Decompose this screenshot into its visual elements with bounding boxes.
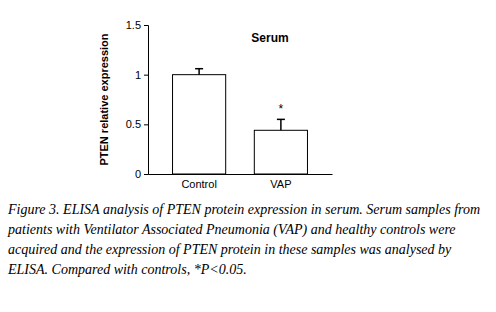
chart: 0 0.5 1 1.5 Control VAP Serum PTEN relative exp… <box>0 0 496 200</box>
annotation: * <box>279 102 284 116</box>
x-tick: Control <box>181 174 216 190</box>
x-axis-line <box>149 174 333 175</box>
y-tick-mark <box>144 174 148 175</box>
x-tick-label: Control <box>181 178 216 190</box>
title: Serum <box>251 31 288 45</box>
bar <box>254 130 307 174</box>
y-tick: 0 <box>135 168 148 180</box>
y-tick: 1.5 <box>126 19 148 31</box>
plot-area <box>173 69 308 174</box>
y-tick-label: 0.5 <box>126 118 141 130</box>
y-tick-label: 0 <box>135 168 141 180</box>
y-tick-label: 1.5 <box>126 19 141 31</box>
error-stem <box>280 119 282 130</box>
y-tick-mark <box>144 124 148 125</box>
error-bar <box>277 119 285 130</box>
x-tick: VAP <box>270 174 291 190</box>
y-axis-line <box>144 26 149 175</box>
y-tick: 1 <box>135 69 148 81</box>
caption: Figure 3. ELISA analysis of PTEN protein… <box>8 200 490 280</box>
y-tick-label: 1 <box>135 69 141 81</box>
error-bar <box>195 69 203 75</box>
error-cap <box>195 68 203 70</box>
x-axis: Control VAP <box>149 174 333 190</box>
y-tick-mark <box>144 25 148 26</box>
x-tick-label: VAP <box>270 178 291 190</box>
y-axis: 0 0.5 1 1.5 <box>126 19 149 180</box>
y-tick: 0.5 <box>126 118 148 130</box>
bar <box>173 75 226 174</box>
error-stem <box>198 69 200 75</box>
y-tick-mark <box>144 75 148 76</box>
error-cap <box>277 119 285 121</box>
y-axis-title: PTEN relative expression <box>98 33 110 165</box>
